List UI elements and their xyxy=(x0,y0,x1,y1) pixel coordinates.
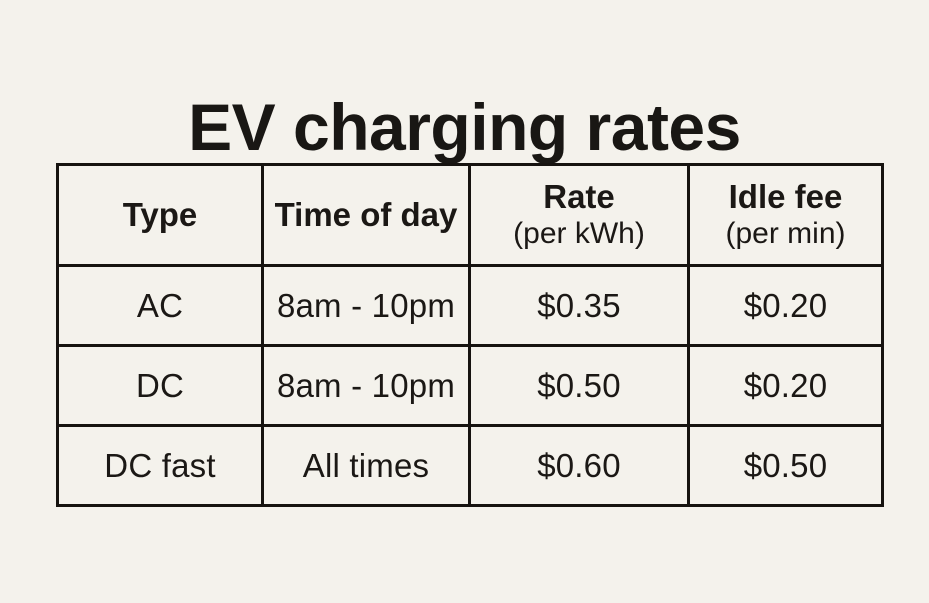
table-header: Type Time of day Rate (per kWh) Idle fee… xyxy=(56,163,884,267)
cell-idle-fee: $0.20 xyxy=(687,344,884,427)
cell-idle-fee: $0.20 xyxy=(687,264,884,347)
cell-time-of-day: 8am - 10pm xyxy=(261,264,471,347)
cell-idle-fee: $0.50 xyxy=(687,424,884,507)
table-row-dc-fast: DC fast All times $0.60 $0.50 xyxy=(56,424,884,507)
header-sublabel-rate-unit: (per kWh) xyxy=(513,217,645,251)
cell-rate: $0.50 xyxy=(468,344,690,427)
header-row: Type Time of day Rate (per kWh) Idle fee… xyxy=(56,163,884,267)
header-label-time-of-day: Time of day xyxy=(274,195,458,233)
cell-type: DC xyxy=(56,344,264,427)
header-label-type: Type xyxy=(122,195,198,233)
header-cell-type: Type xyxy=(56,163,264,267)
cell-rate: $0.35 xyxy=(468,264,690,347)
header-label-idle-fee: Idle fee xyxy=(728,178,843,216)
header-label-rate: Rate xyxy=(543,178,615,216)
table-body: AC 8am - 10pm $0.35 $0.20 DC 8am - 10pm … xyxy=(56,264,884,507)
header-sublabel-idle-fee-unit: (per min) xyxy=(725,217,846,251)
cell-type: DC fast xyxy=(56,424,264,507)
cell-rate: $0.60 xyxy=(468,424,690,507)
page-title: EV charging rates xyxy=(188,90,741,165)
table-row-ac: AC 8am - 10pm $0.35 $0.20 xyxy=(56,264,884,347)
table-row-dc: DC 8am - 10pm $0.50 $0.20 xyxy=(56,344,884,427)
rates-table: Type Time of day Rate (per kWh) Idle fee… xyxy=(56,163,884,507)
cell-time-of-day: All times xyxy=(261,424,471,507)
header-cell-rate: Rate (per kWh) xyxy=(468,163,690,267)
header-cell-time-of-day: Time of day xyxy=(261,163,471,267)
cell-type: AC xyxy=(56,264,264,347)
cell-time-of-day: 8am - 10pm xyxy=(261,344,471,427)
header-cell-idle-fee: Idle fee (per min) xyxy=(687,163,884,267)
